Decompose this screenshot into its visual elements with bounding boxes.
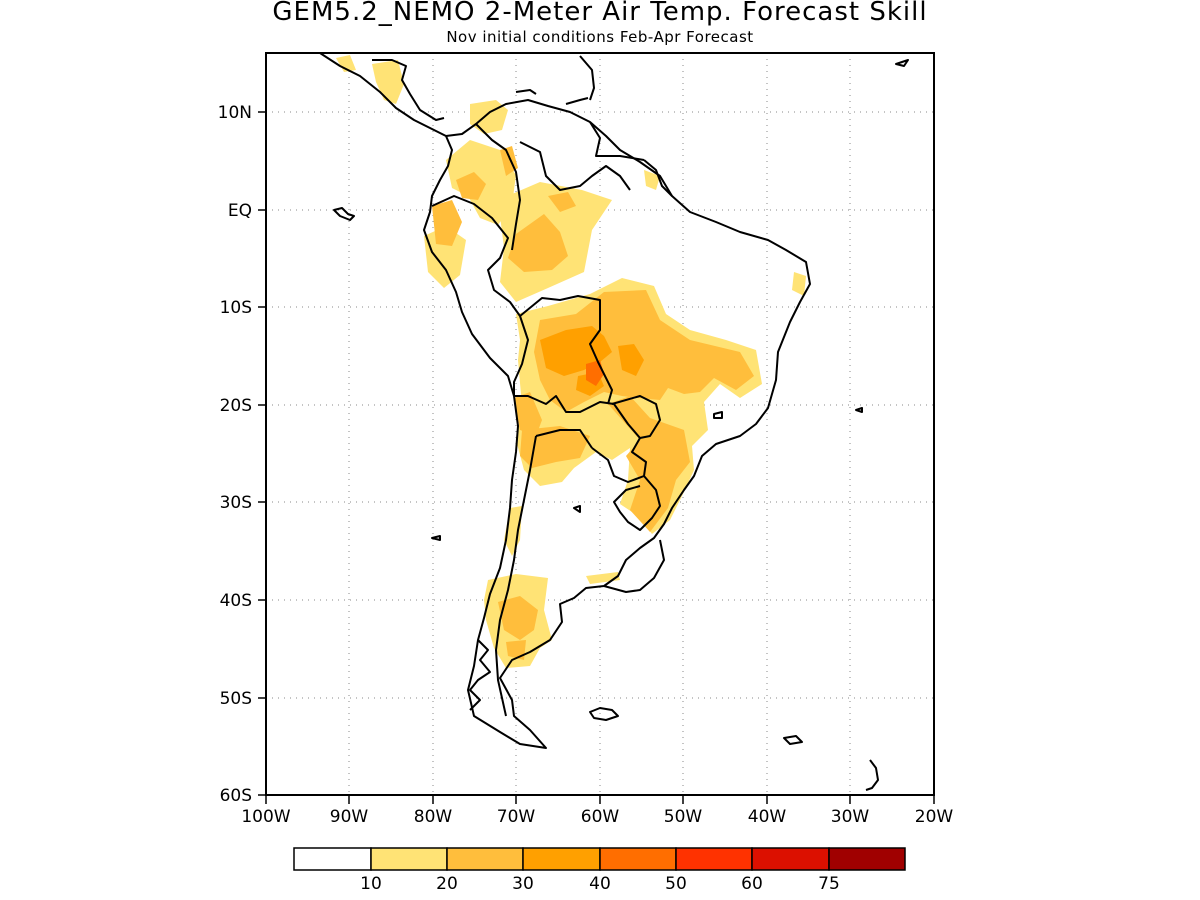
colorbar-swatch-5 xyxy=(675,847,753,871)
colorbar-swatch-2 xyxy=(446,847,524,871)
map-title: GEM5.2_NEMO 2-Meter Air Temp. Forecast S… xyxy=(272,0,928,27)
lon-label-20w: 20W xyxy=(915,807,954,827)
coastlines-and-borders xyxy=(319,53,909,791)
lat-label-20s: 20S xyxy=(220,396,252,416)
colorbar-swatch-4 xyxy=(599,847,677,871)
skill-shading xyxy=(336,55,806,668)
colorbar-label-60: 60 xyxy=(741,874,763,894)
colorbar-swatch-6 xyxy=(751,847,830,871)
lat-label-60s: 60S xyxy=(220,786,252,806)
lon-label-30w: 30W xyxy=(831,807,870,827)
colorbar-swatch-1 xyxy=(370,847,448,871)
lat-label-10n: 10N xyxy=(218,103,252,123)
colorbar-label-50: 50 xyxy=(665,874,687,894)
colorbar-swatch-3 xyxy=(522,847,601,871)
colorbar-label-75: 75 xyxy=(818,874,840,894)
colorbar-label-20: 20 xyxy=(436,874,458,894)
lon-label-50w: 50W xyxy=(664,807,703,827)
colorbar: 10 20 30 40 50 60 75 xyxy=(293,847,906,894)
colorbar-label-10: 10 xyxy=(360,874,382,894)
colorbar-swatch-0 xyxy=(293,847,372,871)
colorbar-label-30: 30 xyxy=(512,874,534,894)
lon-label-40w: 40W xyxy=(748,807,787,827)
lat-label-50s: 50S xyxy=(220,689,252,709)
colorbar-swatch-7 xyxy=(828,847,906,871)
lat-label-40s: 40S xyxy=(220,591,252,611)
lat-label-30s: 30S xyxy=(220,493,252,513)
lon-label-70w: 70W xyxy=(497,807,536,827)
lat-label-eq: EQ xyxy=(228,201,252,221)
map-gridlines xyxy=(266,53,934,795)
lat-label-10s: 10S xyxy=(220,298,252,318)
axis-ticks xyxy=(258,111,935,804)
colorbar-label-40: 40 xyxy=(589,874,611,894)
lon-label-60w: 60W xyxy=(581,807,620,827)
lon-label-100w: 100W xyxy=(241,807,290,827)
lon-label-80w: 80W xyxy=(414,807,453,827)
map-subtitle: Nov initial conditions Feb-Apr Forecast xyxy=(446,28,754,46)
lon-label-90w: 90W xyxy=(330,807,369,827)
